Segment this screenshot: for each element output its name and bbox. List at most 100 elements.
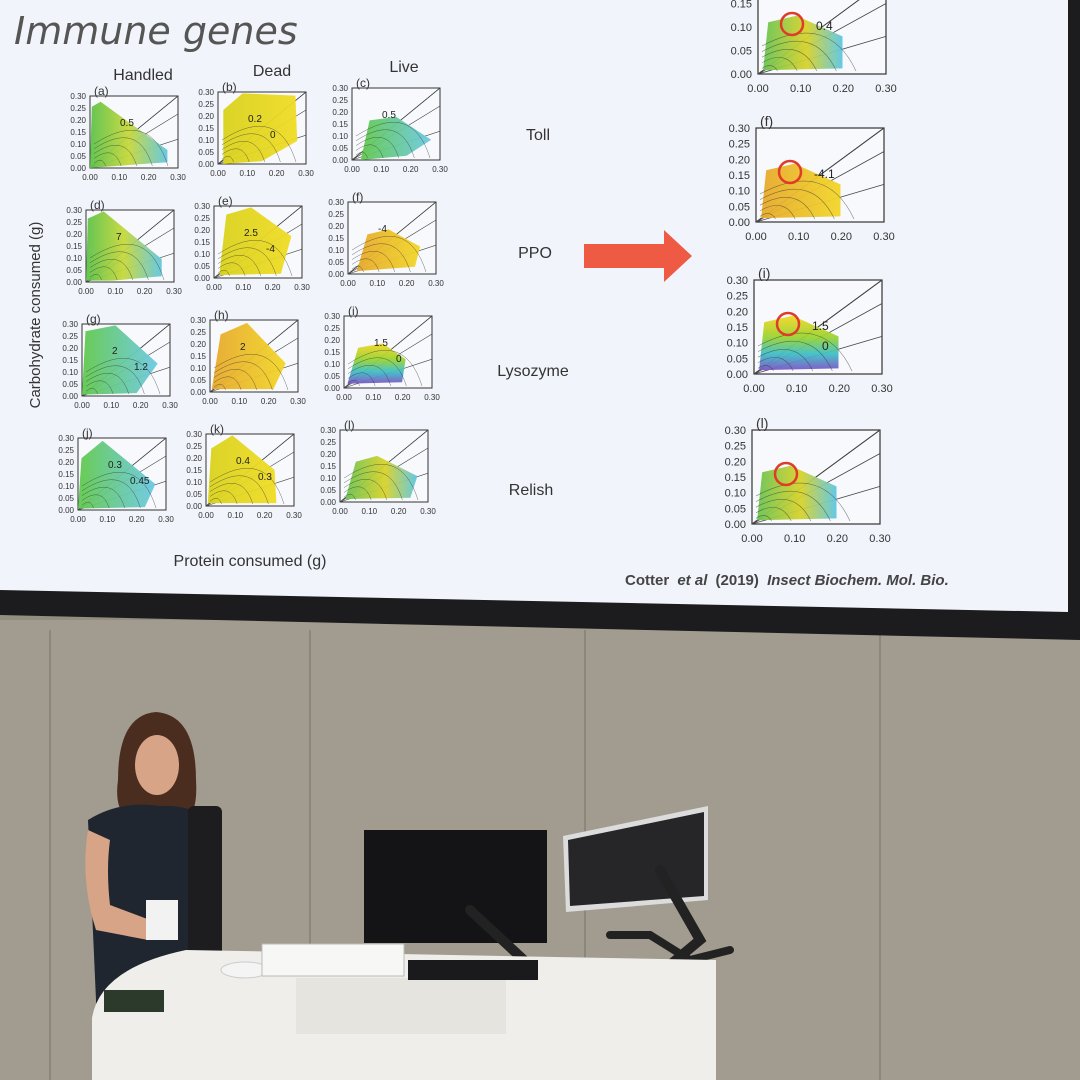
y-tick-label: 0.30 <box>727 275 748 287</box>
contour-line <box>209 497 222 505</box>
x-tick-label: 0.00 <box>82 173 98 182</box>
y-tick-label: 0.25 <box>186 442 202 451</box>
y-tick-label: 0.10 <box>725 488 746 500</box>
y-tick-label: 0.05 <box>320 486 336 495</box>
contour-line <box>351 243 411 273</box>
y-tick-label: 0.10 <box>324 360 340 369</box>
contour-value-label: -4 <box>266 244 275 255</box>
contour-value-label: 0.2 <box>248 114 262 125</box>
contour-line <box>355 137 400 159</box>
citation-year: (2019) <box>716 572 759 589</box>
contour-line <box>759 205 796 220</box>
y-tick-label: 0.30 <box>198 88 214 97</box>
y-tick-label: 0.05 <box>725 503 746 515</box>
x-tick-label: 0.10 <box>240 169 256 178</box>
y-tick-label: 0.30 <box>62 320 78 329</box>
panel-letter: (j) <box>82 426 93 440</box>
y-tick-label: 0.15 <box>194 238 210 247</box>
y-tick-label: 0.20 <box>58 458 74 467</box>
citation-journal: Insect Biochem. Mol. Bio. <box>767 572 949 589</box>
y-tick-label: 0.15 <box>731 0 752 11</box>
contour-value-label: -4.1 <box>814 167 835 181</box>
x-tick-label: 0.20 <box>827 533 848 545</box>
row-label-toll: Toll <box>526 127 550 144</box>
y-tick-label: 0.30 <box>324 312 340 321</box>
contour-value-label: 0 <box>270 130 276 141</box>
contour-panel-large: (l) 0.30 0.25 0.20 0.15 0.10 0.05 0.00 0.00 0.10 0… <box>725 415 891 545</box>
y-tick-label: 0.20 <box>190 340 206 349</box>
x-tick-label: 0.00 <box>344 165 360 174</box>
y-tick-label: 0.10 <box>66 254 82 263</box>
contour-line <box>85 387 98 395</box>
contour-line <box>89 259 134 281</box>
contour-line <box>213 376 242 391</box>
contour-panel: (i) 1.5 0 0.30 0.25 0.20 0.15 0.10 0.05 0.000.00 0… <box>324 304 440 402</box>
y-tick-label: 0.00 <box>320 498 336 507</box>
x-tick-label: 0.20 <box>269 169 285 178</box>
column-header-dead: Dead <box>253 63 291 80</box>
y-tick-label: 0.20 <box>320 450 336 459</box>
contour-line <box>85 357 161 395</box>
contour-line <box>221 133 281 163</box>
contour-line <box>347 372 376 387</box>
contour-line <box>85 365 145 395</box>
panel-letter: (b) <box>222 80 237 94</box>
contour-line <box>355 151 368 159</box>
y-tick-label: 0.30 <box>725 425 746 437</box>
contour-line <box>757 357 794 372</box>
contour-line <box>93 145 138 167</box>
y-tick-label: 0.15 <box>66 242 82 251</box>
y-tick-label: 0.05 <box>194 262 210 271</box>
contour-line <box>757 365 774 372</box>
y-tick-label: 0.00 <box>66 278 82 287</box>
contour-line <box>93 152 122 167</box>
contour-line <box>221 155 234 163</box>
y-tick-label: 0.05 <box>70 152 86 161</box>
contour-line <box>759 197 816 220</box>
contour-line <box>755 507 792 522</box>
panel-letter: (d) <box>90 198 105 212</box>
contour-line <box>93 129 169 167</box>
y-tick-label: 0.15 <box>725 472 746 484</box>
contour-line <box>761 40 837 72</box>
y-tick-label: 0.20 <box>62 344 78 353</box>
contour-line <box>351 235 427 273</box>
y-tick-label: 0.25 <box>324 324 340 333</box>
x-tick-label: 0.20 <box>399 279 415 288</box>
x-tick-label: 0.20 <box>133 401 149 410</box>
citation: Cotter et al (2019) Insect Biochem. Mol.… <box>625 572 949 589</box>
contour-panel: (a) 0.5 0.30 0.25 0.20 0.15 0.10 0.05 0.000.00 0.… <box>70 84 186 182</box>
x-tick-label: 0.20 <box>265 283 281 292</box>
contour-line <box>81 471 157 509</box>
presenter-badge <box>146 900 178 940</box>
x-tick-label: 0.30 <box>294 283 310 292</box>
contour-panel-large: (i) 1.5 0 0.30 0.25 0.20 0.15 0.10 0.05 0.00 0.00 0… <box>727 265 893 395</box>
y-tick-label: 0.20 <box>194 226 210 235</box>
x-tick-label: 0.20 <box>141 173 157 182</box>
contour-line <box>221 125 297 163</box>
y-tick-label: 0.15 <box>190 352 206 361</box>
x-tick-label: 0.10 <box>236 283 252 292</box>
contour-value-label: 1.2 <box>134 362 148 373</box>
contour-line <box>757 349 814 372</box>
highlight-circle <box>777 159 803 185</box>
x-tick-label: 0.20 <box>833 83 854 95</box>
x-tick-label: 0.00 <box>340 279 356 288</box>
y-tick-label: 0.15 <box>729 170 750 182</box>
y-tick-label: 0.30 <box>194 202 210 211</box>
contour-line <box>89 243 165 281</box>
x-tick-label: 0.00 <box>747 83 768 95</box>
x-tick-label: 0.00 <box>336 393 352 402</box>
slide-title: Immune genes <box>14 9 298 53</box>
x-tick-label: 0.10 <box>362 507 378 516</box>
y-tick-label: 0.05 <box>190 376 206 385</box>
y-tick-label: 0.15 <box>324 348 340 357</box>
y-tick-label: 0.10 <box>198 136 214 145</box>
y-tick-label: 0.15 <box>198 124 214 133</box>
contour-line <box>343 463 419 501</box>
x-tick-label: 0.10 <box>104 401 120 410</box>
y-tick-label: 0.15 <box>328 234 344 243</box>
contour-panel: (k) 0.4 0.3 0.30 0.25 0.20 0.15 0.10 0.05 0.000.0… <box>186 422 302 520</box>
x-tick-label: 0.20 <box>831 231 852 243</box>
y-tick-label: 0.05 <box>332 144 348 153</box>
